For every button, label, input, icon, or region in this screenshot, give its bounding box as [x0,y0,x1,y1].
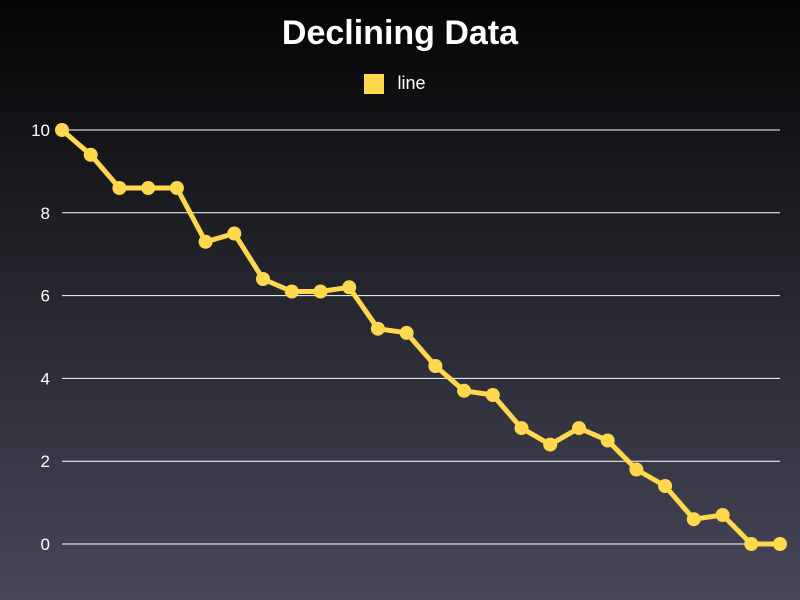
chart-title: Declining Data [281,14,519,52]
data-point [686,512,701,527]
data-point [198,234,213,249]
data-point [629,462,644,477]
legend-swatch [364,73,385,94]
data-point [572,421,586,436]
data-point [342,280,357,295]
data-point [773,537,787,551]
data-point [514,421,529,436]
data-point [744,537,759,551]
data-point [83,147,98,162]
data-point [428,359,443,373]
data-point [658,479,673,493]
data-point [485,388,500,402]
data-point [256,272,270,286]
y-tick-label: 0 [41,535,50,554]
series-layer [55,123,787,551]
series-line-line [59,127,783,547]
y-tick-label: 2 [41,452,50,471]
data-point [141,181,156,195]
data-point [370,321,385,336]
data-point [600,433,615,448]
data-point [543,437,558,452]
y-tick-label: 4 [41,369,50,388]
data-point [457,383,472,398]
y-tick-label: 8 [41,204,50,223]
data-point [55,123,69,137]
data-point [112,181,127,195]
data-point [284,284,299,299]
grid-layer [62,129,780,545]
data-point [313,284,328,299]
data-point [399,325,414,340]
data-point [715,508,730,522]
y-axis-ticks: 0 2 4 6 8 10 [31,121,50,554]
y-tick-label: 6 [41,287,50,306]
data-point [169,181,184,195]
legend-label: line [397,73,426,93]
legend: line [0,73,800,94]
data-point [227,226,242,241]
y-tick-label: 10 [31,121,50,140]
